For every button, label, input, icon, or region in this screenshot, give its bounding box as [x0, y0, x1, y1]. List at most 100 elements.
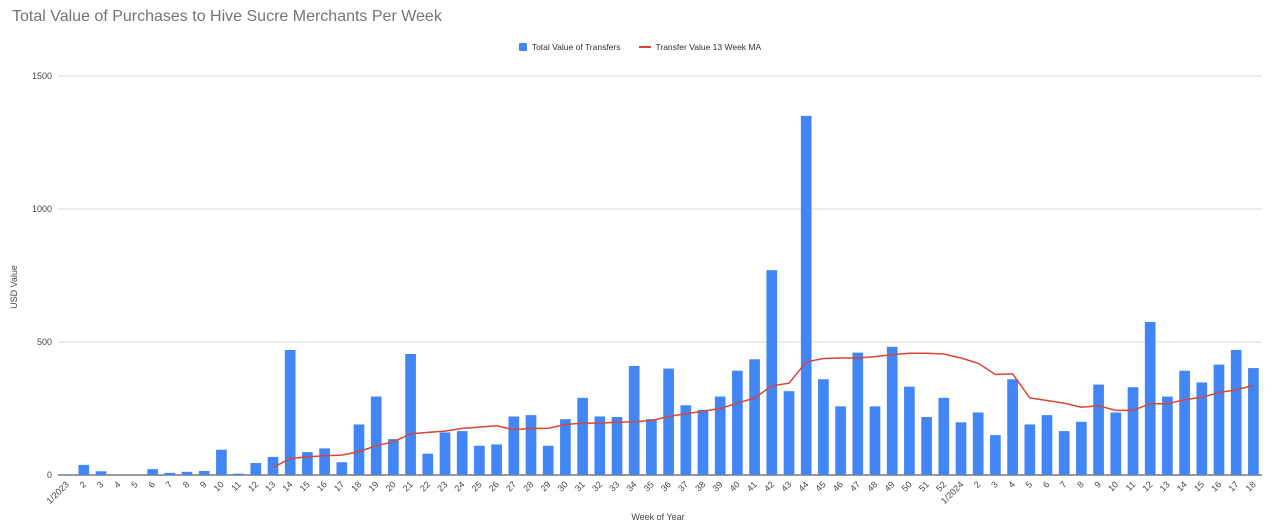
bar[interactable] — [646, 419, 657, 475]
x-tick-label: 22 — [418, 479, 432, 493]
bar[interactable] — [594, 416, 606, 475]
bar[interactable] — [439, 432, 451, 475]
bar[interactable] — [766, 270, 778, 475]
x-tick-label: 11 — [229, 479, 243, 493]
bar[interactable] — [680, 405, 692, 475]
bar[interactable] — [835, 406, 846, 475]
bar[interactable] — [164, 472, 176, 475]
x-tick-label: 42 — [762, 479, 776, 493]
x-tick-label: 14 — [1175, 479, 1189, 493]
x-tick-label: 29 — [538, 479, 552, 493]
bar[interactable] — [1230, 349, 1242, 475]
bar[interactable] — [1179, 370, 1190, 475]
bar[interactable] — [405, 353, 416, 475]
bar[interactable] — [1196, 382, 1208, 475]
bar[interactable] — [181, 471, 193, 475]
x-tick-label: 9 — [198, 479, 209, 490]
x-tick-label: 50 — [900, 479, 914, 493]
bar[interactable] — [783, 391, 795, 475]
bar[interactable] — [216, 449, 227, 475]
bar[interactable] — [663, 368, 674, 475]
legend-label-line: Transfer Value 13 Week MA — [655, 42, 762, 52]
x-tick-label: 21 — [401, 479, 415, 493]
chart-title: Total Value of Purchases to Hive Sucre M… — [12, 8, 442, 25]
x-tick-label: 5 — [1024, 479, 1035, 490]
bar[interactable] — [267, 456, 279, 475]
bar[interactable] — [284, 349, 296, 475]
bar[interactable] — [972, 412, 984, 475]
bar[interactable] — [938, 397, 950, 475]
bar[interactable] — [577, 397, 588, 475]
bar[interactable] — [233, 473, 244, 475]
bar[interactable] — [1041, 415, 1053, 475]
x-tick-label: 9 — [1092, 479, 1103, 490]
bar[interactable] — [852, 352, 864, 475]
x-tick-label: 6 — [1041, 479, 1052, 490]
bar[interactable] — [628, 365, 640, 475]
bar[interactable] — [542, 445, 554, 475]
legend-item-bars[interactable]: Total Value of Transfers — [518, 42, 621, 52]
bar[interactable] — [250, 463, 262, 475]
bar[interactable] — [302, 452, 313, 475]
bar[interactable] — [388, 439, 399, 475]
x-tick-label: 35 — [642, 479, 656, 493]
bar[interactable] — [611, 417, 623, 475]
moving-average-line[interactable] — [272, 352, 1254, 469]
x-tick-label: 33 — [607, 479, 621, 493]
bar[interactable] — [749, 359, 760, 475]
legend-item-line[interactable]: Transfer Value 13 Week MA — [638, 42, 762, 52]
bar[interactable] — [560, 419, 571, 475]
bar[interactable] — [886, 346, 898, 475]
bar[interactable] — [319, 448, 330, 475]
bar[interactable] — [869, 406, 881, 475]
bar[interactable] — [61, 474, 72, 475]
x-tick-label: 2 — [78, 479, 89, 490]
legend-swatch-line — [638, 46, 651, 48]
bar[interactable] — [78, 464, 90, 475]
bar[interactable] — [474, 445, 485, 475]
bar[interactable] — [1058, 431, 1070, 475]
bar[interactable] — [508, 416, 520, 475]
bar[interactable] — [904, 386, 915, 475]
x-tick-label: 8 — [1075, 479, 1086, 490]
bar[interactable] — [1110, 412, 1122, 475]
bar[interactable] — [1093, 384, 1104, 475]
x-tick-label: 10 — [212, 479, 226, 493]
bar[interactable] — [818, 379, 829, 475]
bar[interactable] — [1076, 421, 1087, 475]
bar[interactable] — [336, 462, 348, 475]
bar[interactable] — [422, 453, 434, 475]
x-tick-label: 28 — [521, 479, 535, 493]
x-tick-label: 40 — [728, 479, 742, 493]
bar[interactable] — [1144, 322, 1156, 475]
x-tick-label: 1/2023 — [44, 479, 71, 506]
bar[interactable] — [800, 115, 812, 476]
bar[interactable] — [491, 444, 502, 475]
bar[interactable] — [456, 431, 468, 475]
bar[interactable] — [1213, 364, 1225, 475]
bar[interactable] — [370, 396, 382, 475]
bar[interactable] — [1127, 387, 1139, 475]
x-tick-label: 39 — [710, 479, 724, 493]
y-axis-label: USD Value — [9, 265, 19, 309]
chart-legend: Total Value of Transfers Transfer Value … — [0, 42, 1280, 52]
x-tick-label: 12 — [1140, 479, 1154, 493]
bar[interactable] — [1162, 396, 1173, 475]
bar[interactable] — [147, 469, 158, 475]
bar[interactable] — [198, 471, 210, 475]
bar[interactable] — [353, 424, 365, 475]
bar[interactable] — [714, 396, 726, 475]
bar[interactable] — [921, 417, 932, 475]
y-tick-label: 0 — [47, 470, 52, 480]
bar[interactable] — [990, 435, 1001, 475]
bar[interactable] — [697, 409, 709, 475]
bar[interactable] — [1024, 424, 1036, 475]
bar[interactable] — [1248, 368, 1259, 475]
bar[interactable] — [732, 370, 743, 475]
bar[interactable] — [1007, 379, 1018, 475]
bar[interactable] — [95, 471, 107, 475]
bar[interactable] — [525, 415, 537, 475]
x-tick-label: 3 — [95, 479, 106, 490]
bar[interactable] — [955, 422, 967, 475]
